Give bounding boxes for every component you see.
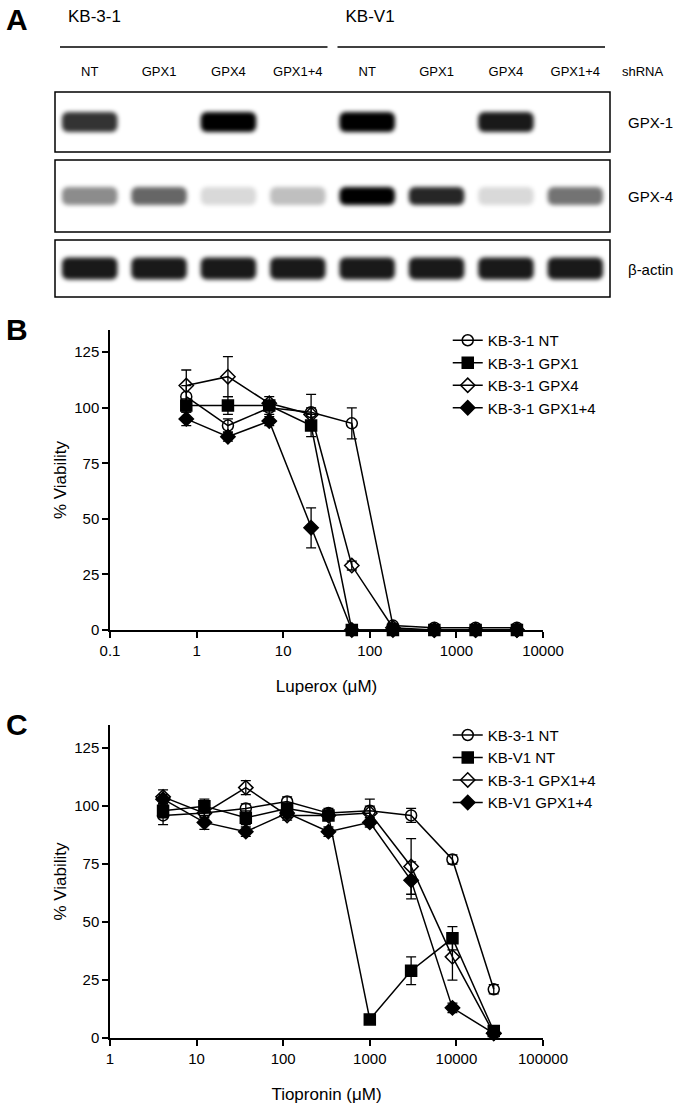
svg-text:1000: 1000 [440,642,473,659]
svg-text:100: 100 [357,642,382,659]
svg-text:KB-3-1 GPX1: KB-3-1 GPX1 [488,355,579,372]
svg-text:KB-3-1 GPX1+4: KB-3-1 GPX1+4 [488,400,596,417]
html-text:C: C [6,708,28,741]
svg-text:10000: 10000 [436,1050,478,1067]
html-text:B: B [6,313,28,346]
svg-text:KB-3-1 NT: KB-3-1 NT [488,727,559,744]
svg-text:125: 125 [74,739,99,756]
svg-text:100000: 100000 [518,1050,568,1067]
svg-text:100: 100 [271,1050,296,1067]
svg-text:25: 25 [83,566,100,583]
svg-text:NT: NT [359,64,376,79]
svg-text:Luperox (μM): Luperox (μM) [276,677,377,696]
svg-text:75: 75 [83,455,100,472]
svg-text:100: 100 [74,797,99,814]
svg-text:1: 1 [192,642,200,659]
svg-text:10000: 10000 [522,642,564,659]
svg-text:% Viability: % Viability [51,842,70,921]
svg-text:125: 125 [74,343,99,360]
svg-text:10: 10 [275,642,292,659]
svg-text:GPX4: GPX4 [211,64,246,79]
svg-text:GPX-4: GPX-4 [628,188,673,205]
svg-text:25: 25 [83,971,100,988]
svg-text:KB-V1: KB-V1 [346,7,395,26]
svg-text:100: 100 [74,399,99,416]
svg-text:β-actin: β-actin [628,261,673,278]
svg-text:1000: 1000 [353,1050,386,1067]
svg-text:GPX1: GPX1 [419,64,454,79]
svg-text:75: 75 [83,855,100,872]
svg-text:GPX1+4: GPX1+4 [551,64,601,79]
svg-text:KB-3-1 GPX4: KB-3-1 GPX4 [488,377,579,394]
svg-text:% Viability: % Viability [51,440,70,519]
svg-text:10: 10 [188,1050,205,1067]
svg-text:GPX1+4: GPX1+4 [273,64,323,79]
svg-text:KB-V1 NT: KB-V1 NT [488,749,556,766]
svg-text:1: 1 [106,1050,114,1067]
svg-text:GPX4: GPX4 [489,64,524,79]
svg-text:50: 50 [83,510,100,527]
svg-text:KB-3-1 GPX1+4: KB-3-1 GPX1+4 [488,772,596,789]
svg-text:GPX1: GPX1 [142,64,177,79]
svg-text:A: A [6,3,28,36]
svg-text:50: 50 [83,913,100,930]
svg-text:KB-3-1 NT: KB-3-1 NT [488,332,559,349]
svg-text:KB-V1 GPX1+4: KB-V1 GPX1+4 [488,794,593,811]
svg-text:GPX-1: GPX-1 [628,114,673,131]
svg-text:0: 0 [91,621,99,638]
svg-text:NT: NT [81,64,98,79]
svg-text:Tiopronin (μM): Tiopronin (μM) [271,1085,381,1104]
svg-text:0.1: 0.1 [100,642,121,659]
svg-text:KB-3-1: KB-3-1 [68,7,121,26]
svg-text:shRNA: shRNA [622,64,664,79]
svg-text:0: 0 [91,1029,99,1046]
